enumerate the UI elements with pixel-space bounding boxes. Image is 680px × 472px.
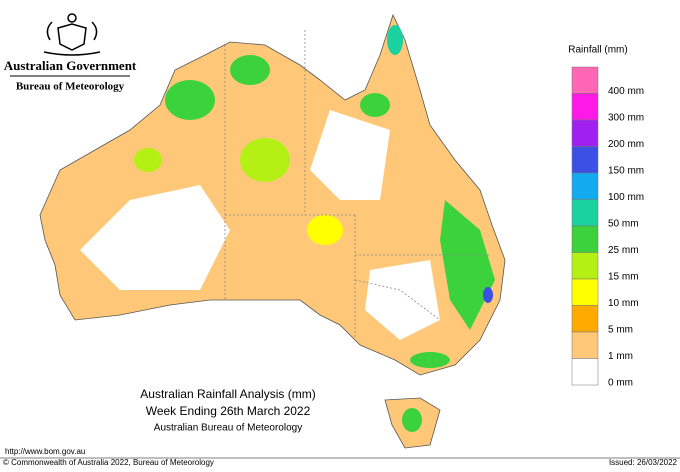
legend-swatch xyxy=(571,146,599,174)
issued: Issued: 26/03/2022 xyxy=(609,458,678,467)
legend-label: 300 mm xyxy=(608,113,644,124)
legend-label: 5 mm xyxy=(608,325,633,336)
caption-week: Week Ending 26th March 2022 xyxy=(146,404,311,418)
legend-label: 15 mm xyxy=(608,272,639,283)
map xyxy=(39,13,506,449)
legend-swatch xyxy=(571,119,599,147)
legend: 400 mm 300 mm 200 mm 150 mm 100 mm 50 mm 25 mm… xyxy=(571,66,644,389)
agency-name: Bureau of Meteorology xyxy=(16,81,125,93)
copyright: © Commonwealth of Australia 2022, Bureau… xyxy=(3,458,214,467)
legend-title: Rainfall (mm) xyxy=(568,45,627,56)
legend-label: 0 mm xyxy=(608,378,633,389)
legend-swatch xyxy=(571,225,599,253)
state-borders xyxy=(224,30,490,340)
caption-source: Australian Bureau of Meteorology xyxy=(154,423,302,434)
legend-label: 200 mm xyxy=(608,139,644,150)
legend-label: 50 mm xyxy=(608,219,639,230)
legend-swatch xyxy=(571,305,599,333)
legend-label: 400 mm xyxy=(608,86,644,97)
legend-swatch xyxy=(571,199,599,227)
legend-swatch xyxy=(571,358,599,386)
url: http://www.bom.gov.au xyxy=(5,447,85,456)
legend-swatch xyxy=(571,66,599,94)
legend-swatch xyxy=(571,252,599,280)
crest xyxy=(43,13,101,56)
legend-label: 150 mm xyxy=(608,166,644,177)
legend-swatch xyxy=(571,172,599,200)
legend-label: 10 mm xyxy=(608,298,639,309)
legend-swatch xyxy=(571,331,599,359)
legend-label: 100 mm xyxy=(608,192,644,203)
government-name: Australian Government xyxy=(4,58,137,73)
caption-title: Australian Rainfall Analysis (mm) xyxy=(140,387,315,401)
legend-swatch xyxy=(571,278,599,306)
legend-label: 25 mm xyxy=(608,245,639,256)
legend-swatch xyxy=(571,93,599,121)
legend-label: 1 mm xyxy=(608,351,633,362)
